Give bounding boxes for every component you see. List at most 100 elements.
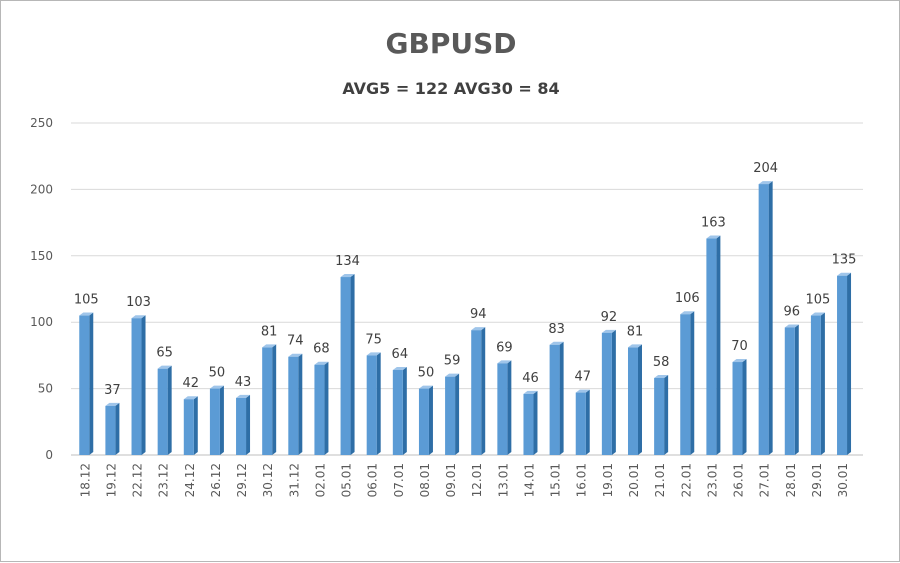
bar-side	[89, 312, 94, 455]
bar-side	[402, 367, 407, 455]
bar-side	[298, 353, 303, 455]
y-tick-label: 0	[45, 448, 53, 462]
bar	[654, 377, 665, 455]
bar-side	[219, 385, 224, 455]
bar	[366, 355, 377, 455]
x-tick-label: 18.12	[78, 463, 92, 497]
bar	[549, 344, 560, 455]
bar-side	[716, 235, 721, 455]
x-tick-label: 23.12	[157, 463, 171, 497]
bar-top	[601, 329, 616, 333]
bar	[236, 397, 247, 455]
bar-top	[209, 385, 224, 389]
bar-top	[418, 385, 433, 389]
x-tick-label: 26.12	[209, 463, 223, 497]
x-tick-label: 06.01	[366, 463, 380, 497]
bar-side	[847, 272, 852, 455]
bar-side	[193, 396, 198, 455]
bar	[837, 275, 848, 455]
x-tick-label: 26.01	[732, 463, 746, 497]
bar-top	[79, 312, 94, 316]
bar	[418, 388, 429, 455]
x-tick-label: 02.01	[313, 463, 327, 497]
bar	[209, 388, 220, 455]
bar	[288, 356, 299, 455]
bar-top	[314, 361, 329, 365]
data-label: 50	[418, 366, 435, 381]
x-tick-label: 24.12	[183, 463, 197, 497]
bar-top	[680, 311, 695, 315]
x-tick-label: 16.01	[575, 463, 589, 497]
y-tick-label: 50	[38, 382, 53, 396]
data-label: 68	[313, 342, 330, 357]
data-label: 43	[235, 375, 252, 390]
data-label: 46	[522, 371, 539, 386]
bar	[706, 238, 717, 455]
bar-side	[664, 374, 669, 455]
bar-side	[376, 352, 381, 455]
x-tick-label: 29.01	[810, 463, 824, 497]
data-label: 92	[601, 310, 618, 325]
bar-side	[324, 361, 329, 455]
bar-side	[585, 389, 590, 455]
bar	[601, 332, 612, 455]
bar	[627, 347, 638, 455]
bar	[445, 376, 456, 455]
bar-top	[549, 341, 564, 345]
bar	[183, 399, 194, 455]
bar-side	[690, 311, 695, 455]
data-label: 94	[470, 307, 487, 322]
bar-side	[428, 385, 433, 455]
bar-top	[654, 374, 669, 378]
data-label: 81	[627, 324, 644, 339]
bar-top	[758, 181, 773, 185]
x-tick-label: 19.01	[601, 463, 615, 497]
x-tick-label: 12.01	[470, 463, 484, 497]
y-tick-label: 200	[30, 182, 53, 196]
y-tick-label: 150	[30, 249, 53, 263]
data-label: 96	[784, 305, 801, 320]
data-label: 37	[104, 383, 121, 398]
bar-side	[141, 315, 146, 455]
x-tick-label: 13.01	[496, 463, 510, 497]
bar-top	[392, 367, 407, 371]
bar-side	[742, 359, 747, 455]
data-label: 106	[675, 291, 700, 306]
bar-top	[575, 389, 590, 393]
bar-side	[272, 344, 277, 455]
bar-side	[455, 373, 460, 455]
bar-side	[507, 360, 512, 455]
bar	[471, 330, 482, 455]
bar-top	[523, 390, 538, 394]
bar-top	[627, 344, 642, 348]
x-tick-label: 14.01	[522, 463, 536, 497]
data-label: 83	[548, 322, 565, 337]
bar	[680, 314, 691, 455]
data-label: 105	[805, 293, 830, 308]
x-tick-label: 23.01	[705, 463, 719, 497]
bar-top	[471, 327, 486, 331]
bar	[732, 362, 743, 455]
bar-top	[706, 235, 721, 239]
bar-top	[183, 396, 198, 400]
data-label: 105	[74, 293, 99, 308]
bar-side	[559, 341, 564, 455]
y-tick-label: 100	[30, 315, 53, 329]
bar	[340, 277, 351, 455]
data-label: 59	[444, 354, 461, 369]
bar-top	[262, 344, 277, 348]
bar-side	[167, 365, 172, 455]
x-tick-label: 30.01	[836, 463, 850, 497]
bar	[105, 405, 116, 455]
bar	[497, 363, 508, 455]
data-label: 103	[126, 295, 151, 310]
data-label: 69	[496, 340, 513, 355]
data-label: 64	[392, 347, 409, 362]
bar	[262, 347, 273, 455]
chart-title: GBPUSD	[385, 27, 517, 60]
data-label: 134	[335, 254, 360, 269]
data-label: 74	[287, 334, 304, 349]
x-tick-label: 20.01	[627, 463, 641, 497]
